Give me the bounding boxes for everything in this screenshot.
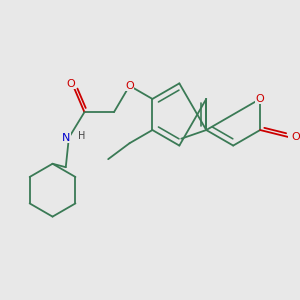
Text: H: H (78, 131, 85, 141)
Text: O: O (66, 79, 75, 89)
Text: O: O (256, 94, 265, 104)
Text: O: O (291, 132, 300, 142)
Text: O: O (125, 81, 134, 91)
Text: N: N (62, 133, 70, 142)
